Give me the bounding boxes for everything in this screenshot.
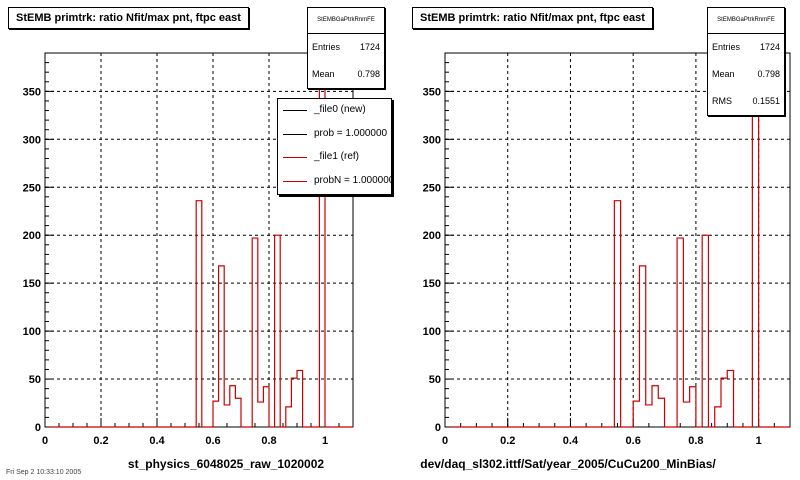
y-tick-label: 350 bbox=[23, 86, 41, 98]
legend-label: probN = 1.000000 bbox=[314, 174, 392, 186]
y-tick-label: 250 bbox=[23, 182, 41, 194]
legend-line-sample bbox=[283, 110, 307, 111]
y-tick-label: 200 bbox=[23, 230, 41, 242]
left-stats-entries: Entries 1724 bbox=[308, 34, 384, 61]
stats-value: 0.1551 bbox=[752, 96, 780, 106]
stats-value: 0.798 bbox=[757, 69, 780, 79]
y-tick-label: 300 bbox=[423, 134, 441, 146]
timestamp-stamp: Fri Sep 2 10:33:10 2005 bbox=[6, 469, 82, 476]
left-stats-box: StEMBGaPtrkRnmFE Entries 1724 Mean 0.798 bbox=[307, 7, 385, 89]
y-tick-label: 350 bbox=[423, 86, 441, 98]
y-tick-label: 150 bbox=[423, 278, 441, 290]
stats-label: Mean bbox=[312, 69, 335, 79]
x-tick-label: 0.8 bbox=[261, 435, 276, 447]
left-plot-title: StEMB primtrk: ratio Nfit/max pnt, ftpc … bbox=[8, 7, 249, 29]
legend-entry-file1: _file1 (ref) bbox=[278, 146, 391, 170]
y-tick-label: 250 bbox=[423, 182, 441, 194]
legend-label: _file0 (new) bbox=[314, 104, 366, 115]
x-tick-label: 1 bbox=[756, 435, 762, 447]
legend-entry-prob: prob = 1.000000 bbox=[278, 123, 391, 147]
right-pad: 0 0.2 0.4 0.6 0.8 1 0 50 100 150 200 250 300 350 StEM… bbox=[400, 0, 800, 480]
stats-value: 1724 bbox=[759, 42, 780, 52]
stats-value: 0.798 bbox=[357, 69, 380, 79]
y-tick-label: 50 bbox=[29, 374, 41, 386]
legend: _file0 (new) prob = 1.000000 _file1 (ref… bbox=[277, 98, 392, 195]
right-stats-name: StEMBGaPtrkRnmFE bbox=[708, 8, 784, 34]
stats-label: Mean bbox=[712, 69, 735, 79]
x-tick-label: 0.4 bbox=[149, 435, 165, 447]
left-stats-name: StEMBGaPtrkRnmFE bbox=[308, 8, 384, 34]
stats-label: Entries bbox=[312, 42, 341, 52]
stats-label: Entries bbox=[712, 42, 741, 52]
x-tick-label: 0.6 bbox=[626, 435, 641, 447]
right-stats-mean: Mean 0.798 bbox=[708, 61, 784, 88]
y-tick-label: 50 bbox=[429, 374, 441, 386]
histogram-series-line bbox=[50, 71, 353, 428]
legend-label: _file1 (ref) bbox=[314, 151, 360, 162]
legend-line-sample bbox=[283, 180, 307, 182]
x-tick-label: 0.4 bbox=[563, 435, 579, 447]
right-stats-box: StEMBGaPtrkRnmFE Entries 1724 Mean 0.798… bbox=[707, 7, 785, 116]
stats-value: 1724 bbox=[359, 42, 380, 52]
x-tick-label: 1 bbox=[322, 435, 328, 447]
y-tick-label: 300 bbox=[23, 134, 41, 146]
left-stats-mean: Mean 0.798 bbox=[308, 61, 384, 88]
y-tick-label: 150 bbox=[23, 278, 41, 290]
legend-line-sample bbox=[283, 157, 307, 158]
y-tick-label: 100 bbox=[23, 326, 41, 338]
right-plot-title: StEMB primtrk: ratio Nfit/max pnt, ftpc … bbox=[412, 7, 653, 29]
stats-label: RMS bbox=[712, 96, 732, 106]
x-tick-label: 0.6 bbox=[205, 435, 220, 447]
left-x-axis-title: st_physics_6048025_raw_1020002 bbox=[127, 457, 325, 471]
left-pad: 0 0.2 0.4 0.6 0.8 1 0 50 100 150 200 250 300 350 StEM… bbox=[8, 7, 392, 471]
y-tick-label: 0 bbox=[435, 422, 441, 434]
y-tick-label: 100 bbox=[423, 326, 441, 338]
y-tick-label: 200 bbox=[423, 230, 441, 242]
right-stats-entries: Entries 1724 bbox=[708, 34, 784, 61]
right-x-axis-title: dev/daq_sl302.ittf/Sat/year_2005/CuCu200… bbox=[420, 457, 716, 471]
legend-line-sample bbox=[283, 133, 307, 135]
legend-label: prob = 1.000000 bbox=[314, 127, 388, 139]
right-stats-rms: RMS 0.1551 bbox=[708, 88, 784, 115]
x-tick-label: 0 bbox=[42, 435, 48, 447]
legend-entry-file0: _file0 (new) bbox=[278, 99, 391, 123]
y-tick-label: 0 bbox=[35, 422, 41, 434]
x-tick-label: 0.2 bbox=[500, 435, 515, 447]
x-tick-label: 0 bbox=[442, 435, 448, 447]
legend-entry-probn: probN = 1.000000 bbox=[278, 170, 391, 194]
histogram-series-line bbox=[451, 71, 790, 428]
x-tick-label: 0.2 bbox=[93, 435, 108, 447]
x-tick-label: 0.8 bbox=[688, 435, 703, 447]
